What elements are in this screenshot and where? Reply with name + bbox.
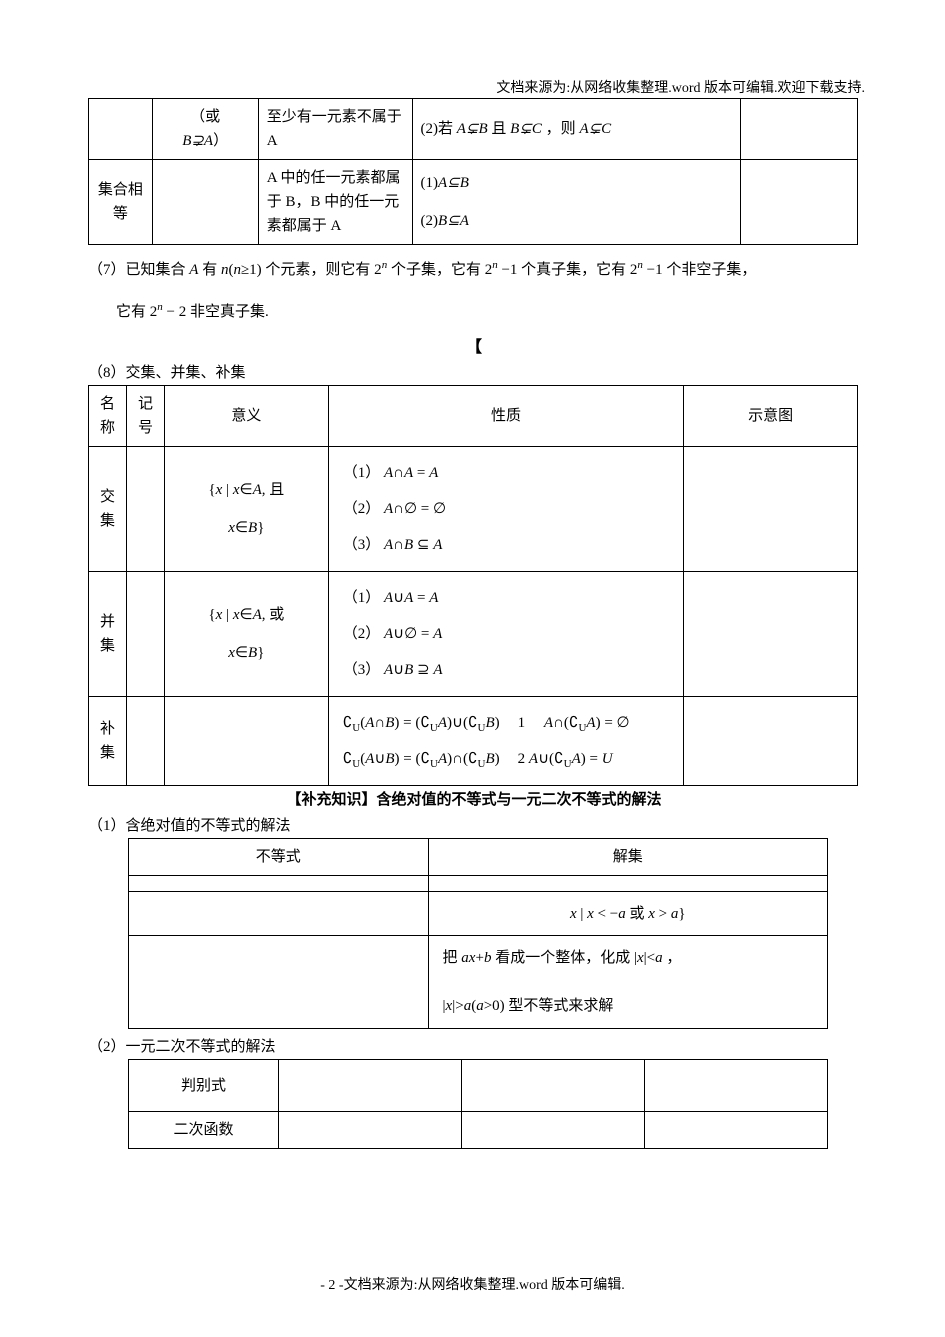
table-header-row: 不等式 解集 [129, 839, 828, 876]
cell [126, 696, 164, 786]
table-row: 把 ax+b 看成一个整体，化成 |x|<a ， |x|>a(a>0) 型不等式… [129, 936, 828, 1029]
cell [684, 696, 858, 786]
cell [129, 876, 429, 892]
cell: （1） A∩A = A （2） A∩∅ = ∅ （3） A∩B ⊆ A [328, 446, 684, 571]
table-absolute-value: 不等式 解集 x | x < −a 或 x > a} 把 ax+b 看成一个整体… [128, 838, 828, 1029]
cell [684, 446, 858, 571]
cell [645, 1060, 828, 1112]
table-row: 交集 {x | x∈A, 且 x∈B} （1） A∩A = A （2） A∩∅ … [89, 446, 858, 571]
table-row: （或 B⊋A） 至少有一元素不属于 A (2)若 A⊊B 且 B⊊C ，则 A⊊… [89, 99, 858, 160]
paragraph-7: （7）已知集合 A 有 n(n≥1) 个元素，则它有 2n 个子集，它有 2n … [88, 253, 860, 287]
cell: （或 B⊋A） [152, 99, 258, 160]
header-cell: 记号 [126, 385, 164, 446]
cell: 补集 [89, 696, 127, 786]
cell [462, 1060, 645, 1112]
supp-heading-1: （1）含绝对值的不等式的解法 [88, 814, 860, 838]
table-row [129, 876, 828, 892]
table-row: 判别式 [129, 1060, 828, 1112]
cell: (2)若 A⊊B 且 B⊊C ，则 A⊊C [412, 99, 741, 160]
header-cell: 名称 [89, 385, 127, 446]
cell [462, 1112, 645, 1149]
supp-heading-2: （2）一元二次不等式的解法 [88, 1035, 860, 1059]
main-content: （或 B⊋A） 至少有一元素不属于 A (2)若 A⊊B 且 B⊊C ，则 A⊊… [88, 98, 860, 1149]
cell: （1） A∪A = A （2） A∪∅ = A （3） A∪B ⊇ A [328, 571, 684, 696]
table-header-row: 名称 记号 意义 性质 示意图 [89, 385, 858, 446]
top-source-text: 文档来源为:从网络收集整理.word 版本可编辑.欢迎下载支持. [496, 78, 865, 100]
cell: 集合相等 [89, 160, 153, 245]
table-quadratic: 判别式 二次函数 [128, 1059, 828, 1149]
table-row: 并集 {x | x∈A, 或 x∈B} （1） A∪A = A （2） A∪∅ … [89, 571, 858, 696]
cell [89, 99, 153, 160]
header-cell: 解集 [428, 839, 827, 876]
header-cell: 性质 [328, 385, 684, 446]
cell [684, 571, 858, 696]
table-row: 补集 ∁U(A∩B) = (∁UA)∪(∁UB) ∁U(A∪B) = (∁UA)… [89, 696, 858, 786]
cell: 交集 [89, 446, 127, 571]
cell: 把 ax+b 看成一个整体，化成 |x|<a ， |x|>a(a>0) 型不等式… [428, 936, 827, 1029]
cell: 判别式 [129, 1060, 279, 1112]
table-row: 二次函数 [129, 1112, 828, 1149]
bracket-mark: 【 [88, 335, 860, 361]
cell [279, 1112, 462, 1149]
cell: ∁U(A∩B) = (∁UA)∪(∁UB) ∁U(A∪B) = (∁UA)∩(∁… [328, 696, 684, 786]
header-cell: 意义 [164, 385, 328, 446]
cell [152, 160, 258, 245]
cell: 至少有一元素不属于 A [258, 99, 412, 160]
cell: 二次函数 [129, 1112, 279, 1149]
table-row: x | x < −a 或 x > a} [129, 892, 828, 936]
table-row: 集合相等 A 中的任一元素都属于 B，B 中的任一元素都属于 A (1)A⊆B … [89, 160, 858, 245]
cell: A 中的任一元素都属于 B，B 中的任一元素都属于 A [258, 160, 412, 245]
cell [741, 160, 858, 245]
cell [129, 936, 429, 1029]
cell [279, 1060, 462, 1112]
cell [645, 1112, 828, 1149]
cell: x | x < −a 或 x > a} [428, 892, 827, 936]
cell [741, 99, 858, 160]
paragraph-7b: 它有 2n − 2 非空真子集. [88, 295, 860, 329]
page-footer: - 2 -文档来源为:从网络收集整理.word 版本可编辑. [0, 1275, 945, 1297]
cell [164, 696, 328, 786]
header-cell: 示意图 [684, 385, 858, 446]
cell [129, 892, 429, 936]
cell [428, 876, 827, 892]
header-cell: 不等式 [129, 839, 429, 876]
cell: {x | x∈A, 且 x∈B} [164, 446, 328, 571]
paragraph-8: （8）交集、并集、补集 [88, 361, 860, 385]
cell [126, 446, 164, 571]
supplement-title: 【补充知识】含绝对值的不等式与一元二次不等式的解法 [88, 788, 860, 812]
cell: (1)A⊆B (2)B⊆A [412, 160, 741, 245]
cell [126, 571, 164, 696]
table-subset-relations: （或 B⊋A） 至少有一元素不属于 A (2)若 A⊊B 且 B⊊C ，则 A⊊… [88, 98, 858, 245]
table-set-operations: 名称 记号 意义 性质 示意图 交集 {x | x∈A, 且 x∈B} （1） … [88, 385, 858, 787]
cell: {x | x∈A, 或 x∈B} [164, 571, 328, 696]
cell: 并集 [89, 571, 127, 696]
